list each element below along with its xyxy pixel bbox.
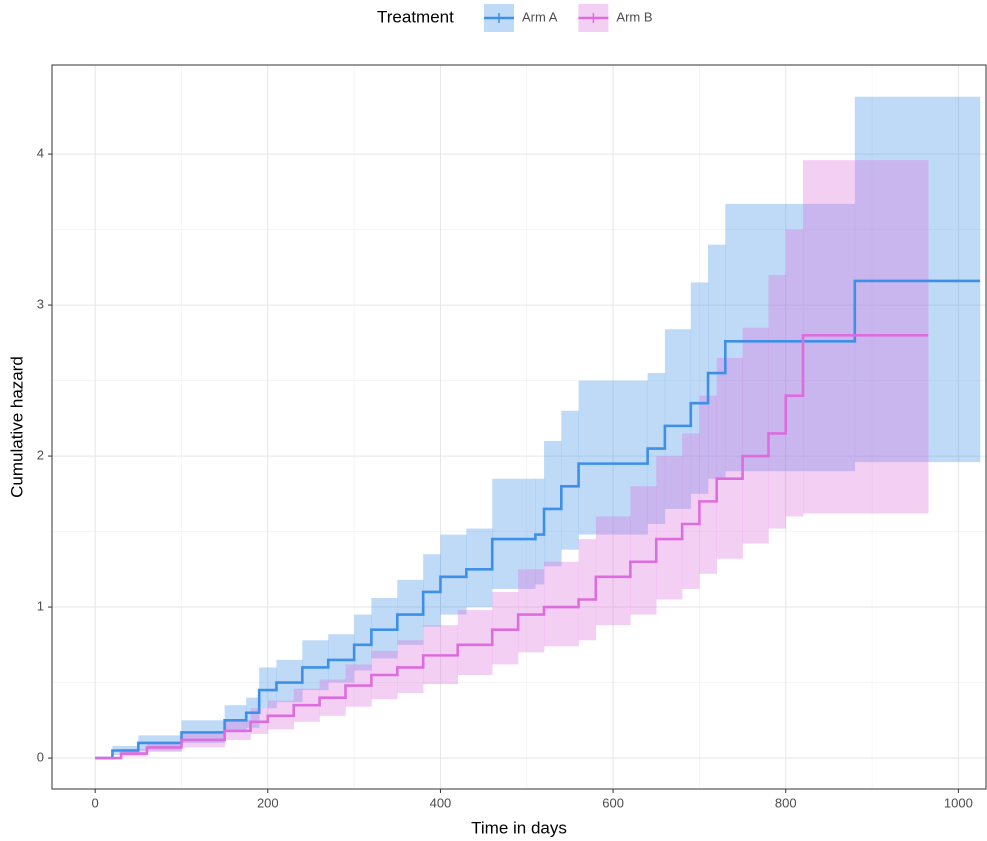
x-tick-label: 600	[602, 795, 624, 810]
confidence-band	[716, 357, 743, 559]
x-tick-label: 200	[257, 795, 279, 810]
confidence-band	[768, 274, 787, 529]
x-axis-title: Time in days	[471, 818, 567, 837]
confidence-band	[742, 327, 769, 544]
confidence-band	[328, 634, 355, 683]
legend-label: Arm B	[616, 9, 652, 24]
confidence-band	[371, 597, 398, 659]
legend-label: Arm A	[522, 9, 558, 24]
x-tick-label: 0	[92, 795, 99, 810]
y-tick-label: 1	[37, 598, 44, 613]
confidence-band	[302, 640, 329, 691]
confidence-band	[630, 486, 657, 615]
confidence-band	[682, 433, 700, 589]
confidence-band	[561, 410, 579, 550]
confidence-band	[656, 456, 683, 600]
panel-border	[51, 64, 987, 790]
confidence-band	[699, 395, 717, 574]
confidence-band	[854, 96, 981, 463]
confidence-band	[276, 659, 303, 703]
confidence-band	[544, 561, 579, 647]
confidence-band	[259, 667, 277, 709]
confidence-band	[708, 244, 726, 479]
x-tick-label: 400	[430, 795, 452, 810]
y-tick-label: 2	[37, 448, 44, 463]
confidence-band	[440, 534, 467, 615]
confidence-band	[578, 380, 648, 535]
confidence-band	[535, 478, 545, 585]
confidence-band	[544, 440, 562, 567]
x-tick-label: 800	[775, 795, 797, 810]
confidence-band	[224, 705, 247, 733]
confidence-band	[518, 569, 545, 653]
confidence-band	[578, 539, 597, 641]
hazard-line	[95, 279, 980, 760]
y-tick-label: 3	[37, 297, 44, 312]
y-axis-title: Cumulative hazard	[7, 356, 26, 498]
hazard-line	[95, 333, 929, 760]
confidence-band	[457, 610, 493, 676]
confidence-band	[595, 516, 631, 626]
confidence-band	[423, 554, 441, 627]
confidence-band	[690, 282, 709, 494]
confidence-band	[725, 203, 856, 472]
confidence-band	[492, 591, 519, 665]
confidence-band	[802, 160, 929, 514]
confidence-band	[492, 478, 536, 589]
legend-title: Treatment	[377, 7, 454, 26]
x-tick-label: 1000	[944, 795, 973, 810]
confidence-band	[785, 229, 804, 517]
y-tick-label: 4	[37, 146, 44, 161]
confidence-band	[354, 614, 372, 671]
confidence-band	[466, 528, 493, 608]
y-tick-label: 0	[37, 749, 44, 764]
confidence-band	[664, 329, 692, 509]
confidence-band	[397, 579, 424, 645]
